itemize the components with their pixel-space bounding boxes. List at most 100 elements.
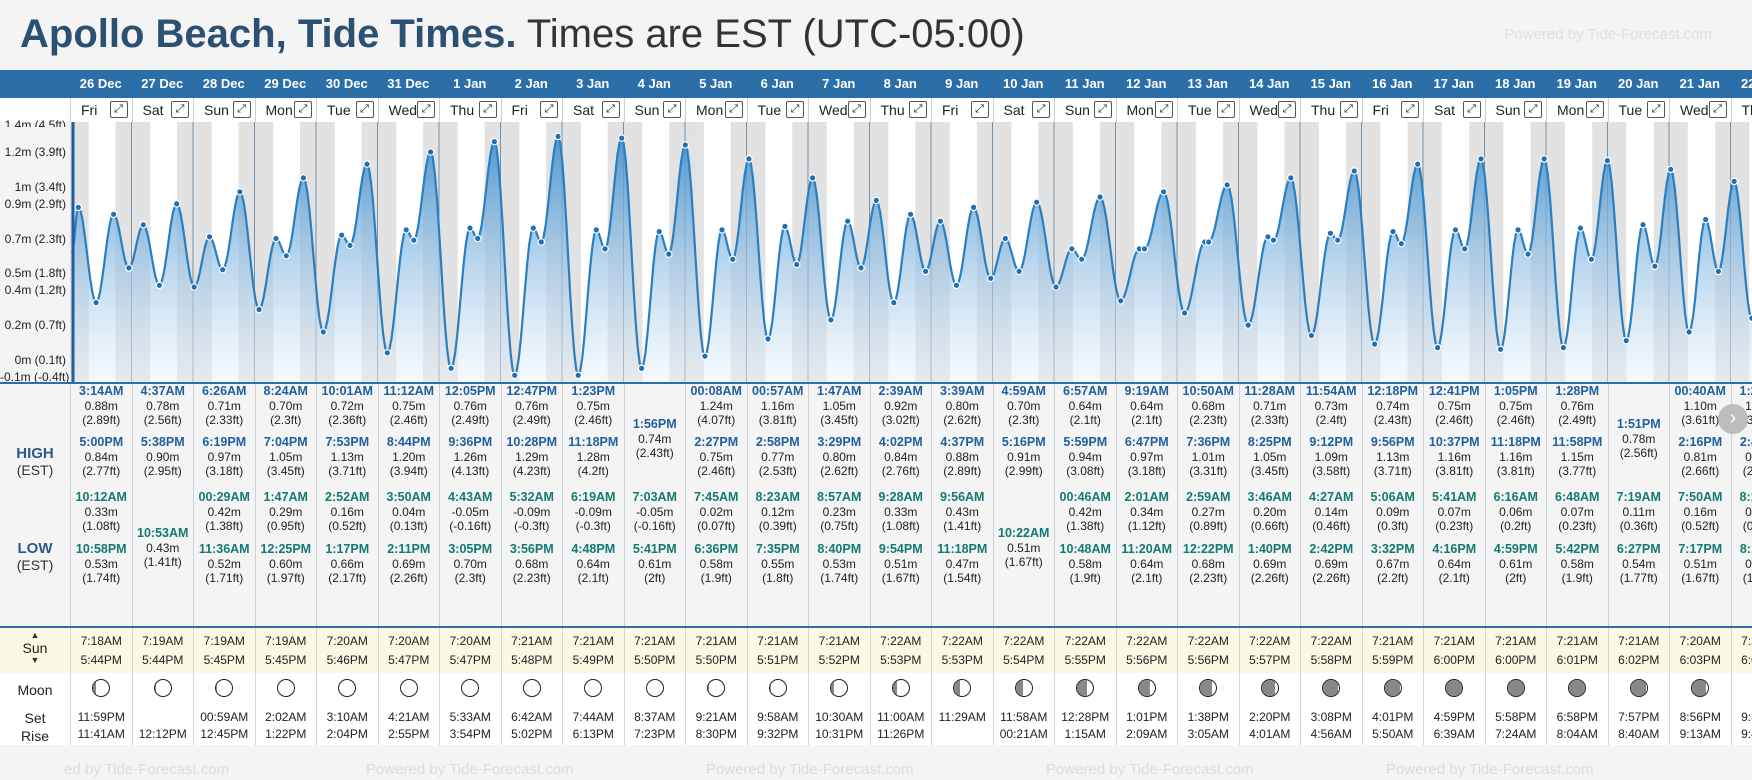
tide-entry: 12:18PM 0.74m (2.43ft)	[1363, 384, 1424, 427]
high-tide-point	[1477, 155, 1485, 163]
expand-day-icon[interactable]: ⤢	[1216, 101, 1235, 118]
low-tide-point	[92, 298, 100, 307]
tide-height-m: 0.74m	[1376, 399, 1410, 413]
next-arrow-button[interactable]: ›	[1718, 404, 1748, 434]
tide-entry: 1:47AM 1.05m (3.45ft)	[809, 384, 870, 427]
moon-shade	[1384, 680, 1400, 696]
expand-day-icon[interactable]: ⤢	[1093, 101, 1112, 118]
expand-day-icon[interactable]: ⤢	[970, 101, 989, 118]
tide-height-m: 0.64m	[1068, 399, 1102, 413]
sunrise-time: 7:21AM	[572, 634, 614, 648]
tide-height-ft: (2.89ft)	[82, 413, 121, 427]
low-tide-point	[986, 274, 995, 283]
tide-time: 9:56AM	[940, 490, 985, 504]
tide-entry: 8:44PM 1.20m (3.94ft)	[379, 435, 440, 478]
expand-day-icon[interactable]: ⤢	[232, 101, 251, 118]
tide-entry: 9:56AM 0.43m (1.41ft)	[932, 490, 993, 533]
high-tide-point	[1639, 220, 1647, 229]
expand-day-icon[interactable]: ⤢	[1585, 101, 1604, 118]
tide-height-m: 0.92m	[884, 399, 918, 413]
tide-entry: 10:37PM 1.16m (3.81ft)	[1424, 435, 1485, 478]
high-tide-point	[205, 233, 214, 241]
expand-day-icon[interactable]: ⤢	[1339, 101, 1358, 118]
tide-height-m: 0.51m	[1007, 541, 1041, 555]
expand-day-icon[interactable]: ⤢	[1708, 101, 1727, 118]
sunset-time: 5:59PM	[1372, 653, 1414, 667]
expand-day-icon[interactable]: ⤢	[1278, 101, 1296, 118]
tide-height-ft: (2.26ft)	[1312, 571, 1351, 585]
moonrise-time: 7:23PM	[634, 727, 676, 741]
moon-shade	[831, 680, 835, 696]
tide-entry: 5:00PM 0.84m (2.77ft)	[71, 435, 132, 478]
expand-day-icon[interactable]: ⤢	[1401, 101, 1419, 118]
expand-day-icon[interactable]: ⤢	[1155, 101, 1173, 118]
watermark-bottom-2: Powered by Tide-Forecast.com	[366, 761, 574, 778]
expand-day-icon[interactable]: ⤢	[663, 101, 681, 118]
expand-day-icon[interactable]: ⤢	[1647, 101, 1665, 118]
moon-shade	[1507, 680, 1524, 696]
tide-time: 7:35PM	[755, 542, 800, 556]
tide-height-m: 1.03m	[1745, 399, 1752, 413]
tide-entry: 11:18PM 1.16m (3.81ft)	[1486, 435, 1547, 478]
expand-day-icon[interactable]: ⤢	[847, 101, 866, 118]
tide-height-ft: (2.62ft)	[943, 413, 982, 427]
tide-entry: 4:16PM 0.64m (2.1ft)	[1424, 542, 1485, 585]
moon-shade	[1261, 680, 1276, 696]
high-label: HIGH (EST)	[16, 445, 54, 478]
expand-day-icon[interactable]: ⤢	[294, 101, 312, 118]
low-tide-cell: 00:29AM 0.42m (1.38ft) 11:36AM 0.52m (1.71ft)	[193, 486, 255, 626]
expand-day-icon[interactable]: ⤢	[724, 101, 743, 118]
tide-entry: 12:47PM 0.76m (2.49ft)	[502, 384, 563, 427]
tide-time: 10:53AM	[137, 526, 189, 540]
expand-day-icon[interactable]: ⤢	[786, 101, 804, 118]
tide-entry: 4:59PM 0.61m (2ft)	[1486, 542, 1547, 585]
sunrise-time: 7:20AM	[1741, 634, 1752, 648]
tide-time: 3:46AM	[1247, 490, 1292, 504]
day-of-week: Sat ⤢	[1423, 98, 1485, 122]
expand-day-icon[interactable]: ⤢	[540, 101, 558, 118]
sun-cell: 7:22AM 5:57PM	[1238, 628, 1301, 673]
low-tide-point	[510, 371, 519, 380]
expand-day-icon[interactable]: ⤢	[1462, 101, 1481, 118]
sunrise-time: 7:21AM	[1556, 634, 1598, 648]
tide-entry: 1:05PM 0.75m (2.46ft)	[1486, 384, 1547, 427]
moon-shade	[1446, 680, 1462, 696]
expand-day-icon[interactable]: ⤢	[1032, 101, 1050, 118]
expand-day-icon[interactable]: ⤢	[601, 101, 620, 118]
tide-time: 11:28AM	[1244, 384, 1296, 398]
expand-day-icon[interactable]: ⤢	[171, 101, 189, 118]
expand-day-icon[interactable]: ⤢	[417, 101, 435, 118]
moon-cell: 4:01PM 5:50AM	[1361, 673, 1424, 745]
moon-phase-icon	[1445, 679, 1464, 697]
expand-day-icon[interactable]: ⤢	[909, 101, 927, 118]
tide-entry: 8:13PM0.47m(1.54ft)	[1732, 542, 1752, 585]
expand-day-icon[interactable]: ⤢	[1524, 101, 1542, 118]
tide-height-m: 1.24m	[699, 399, 733, 413]
moon-cell: 12:28PM 1:15AM	[1054, 673, 1116, 745]
tide-height-ft: (2.46ft)	[697, 464, 736, 478]
tide-height-m: 0.64m	[1130, 557, 1164, 571]
expand-day-icon[interactable]: ⤢	[355, 101, 374, 118]
location-title: Apollo Beach, Tide Times.	[20, 12, 517, 56]
moon-cell: 9:58AM 9:32PM	[746, 673, 809, 745]
moon-phase-icon	[1506, 679, 1525, 697]
moonset-time: 5:33AM	[449, 710, 491, 724]
expand-day-icon[interactable]: ⤢	[478, 101, 497, 118]
tide-height-ft: (0.07ft)	[697, 519, 736, 533]
tide-entry: 7:19AM 0.11m (0.36ft)	[1609, 490, 1670, 533]
moon-cell: 1:38PM 3:05AM	[1177, 673, 1239, 745]
low-tide-cell: 7:03AM -0.05m (-0.16ft) 5:41PM 0.61m (2ft)	[623, 486, 686, 626]
expand-day-icon[interactable]: ⤢	[109, 101, 128, 118]
high-tide-point	[843, 217, 852, 226]
tide-height-ft: (1.67ft)	[881, 571, 920, 585]
high-tide-cell: 11:54AM 0.73m (2.4ft) 9:12PM 1.09m (3.58ft)	[1300, 384, 1362, 486]
sunrise-time: 7:22AM	[1249, 634, 1291, 648]
moonset-time: 11:59PM	[77, 710, 125, 724]
sunset-time: 5:54PM	[1003, 653, 1045, 667]
low-tide-point	[921, 267, 930, 276]
tide-height-ft: (4.2ft)	[577, 464, 609, 478]
tide-height-m: 0.64m	[1437, 557, 1471, 571]
moon-cell: 5:58PM 7:24AM	[1484, 673, 1547, 745]
tide-height-ft: (3.81ft)	[758, 413, 797, 427]
